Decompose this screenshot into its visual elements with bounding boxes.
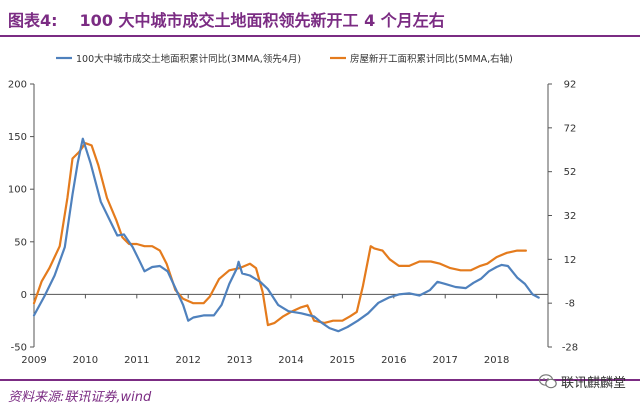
y-right-tick-label: 92 — [564, 80, 577, 91]
y-right-tick-label: -8 — [565, 299, 575, 310]
watermark-text: 联讯麒麟堂 — [560, 376, 626, 391]
x-tick-label: 2010 — [73, 355, 98, 366]
x-tick-label: 2011 — [124, 355, 149, 366]
y-right-tick-label: 12 — [564, 255, 577, 266]
y-right-tick-label: 72 — [564, 123, 577, 134]
x-tick-label: 2013 — [227, 355, 252, 366]
x-tick-label: 2016 — [381, 355, 406, 366]
x-tick-label: 2012 — [175, 355, 200, 366]
y-right-tick-label: 52 — [564, 167, 577, 178]
y-left-tick-label: 100 — [8, 185, 27, 196]
x-tick-label: 2014 — [278, 355, 303, 366]
y-left-tick-label: -50 — [11, 343, 27, 354]
figure-label: 图表4: — [8, 11, 58, 30]
legend-item-starts-label: 房屋新开工面积累计同比(5MMA,右轴) — [350, 53, 513, 65]
y-left-tick-label: 200 — [8, 80, 27, 91]
title-rule — [0, 35, 640, 37]
x-tick-label: 2018 — [484, 355, 509, 366]
y-left-tick-label: 50 — [14, 237, 27, 248]
y-left-tick-label: 150 — [8, 132, 27, 143]
y-left-tick-label: 0 — [21, 290, 27, 301]
series-line-starts — [32, 142, 527, 327]
series-line-land — [32, 137, 540, 333]
x-tick-label: 2009 — [21, 355, 46, 366]
wechat-icon — [538, 374, 557, 389]
y-right-tick-label: 32 — [564, 211, 577, 222]
x-tick-label: 2017 — [432, 355, 457, 366]
y-right-tick-label: -28 — [562, 343, 578, 354]
figure-title: 图表4: 100 大中城市成交土地面积领先新开工 4 个月左右 — [8, 7, 445, 31]
legend-item-land-label: 100大中城市成交土地面积累计同比(3MMA,领先4月) — [76, 53, 301, 65]
figure-title-text: 100 大中城市成交土地面积领先新开工 4 个月左右 — [79, 11, 445, 30]
source-note: 资料来源:联讯证券,wind — [8, 390, 152, 405]
x-tick-label: 2015 — [330, 355, 355, 366]
footer-rule — [0, 379, 640, 381]
watermark: 联讯麒麟堂 — [538, 372, 626, 391]
